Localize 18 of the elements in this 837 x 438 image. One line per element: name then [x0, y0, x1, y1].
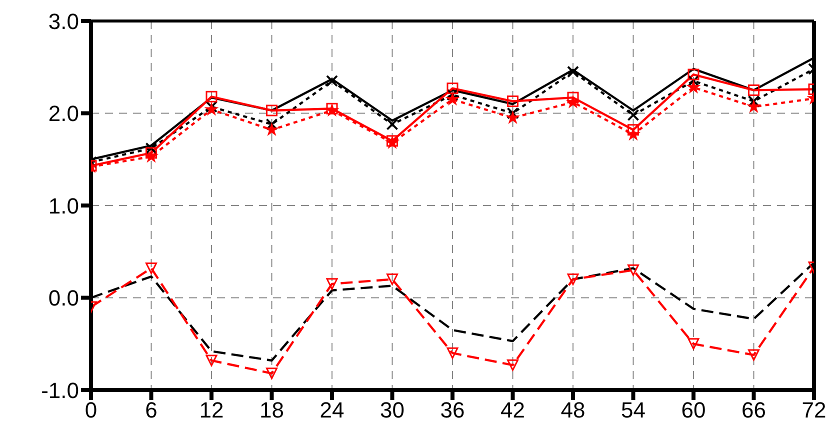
x-tick-label: 66 — [742, 398, 766, 423]
y-tick-label: 3.0 — [48, 8, 79, 34]
x-tick-label: 42 — [500, 398, 525, 423]
x-tick-label: 60 — [681, 398, 706, 423]
x-tick-label: 48 — [560, 398, 586, 423]
x-tick-label: 36 — [440, 398, 465, 423]
y-tick-label: 0.0 — [48, 286, 79, 311]
x-tick-label: 6 — [145, 398, 158, 423]
y-tick-label: 2.0 — [48, 101, 79, 126]
x-tick-label: 12 — [199, 398, 224, 423]
x-tick-label: 72 — [802, 398, 826, 423]
y-tick-label: -1.0 — [41, 378, 79, 403]
x-tick-label: 54 — [621, 398, 646, 423]
x-tick-label: 0 — [84, 398, 98, 423]
x-tick-label: 30 — [380, 398, 404, 423]
x-tick-label: 24 — [320, 398, 344, 423]
x-tick-label: 18 — [260, 398, 284, 423]
y-tick-label: 1.0 — [48, 193, 79, 218]
